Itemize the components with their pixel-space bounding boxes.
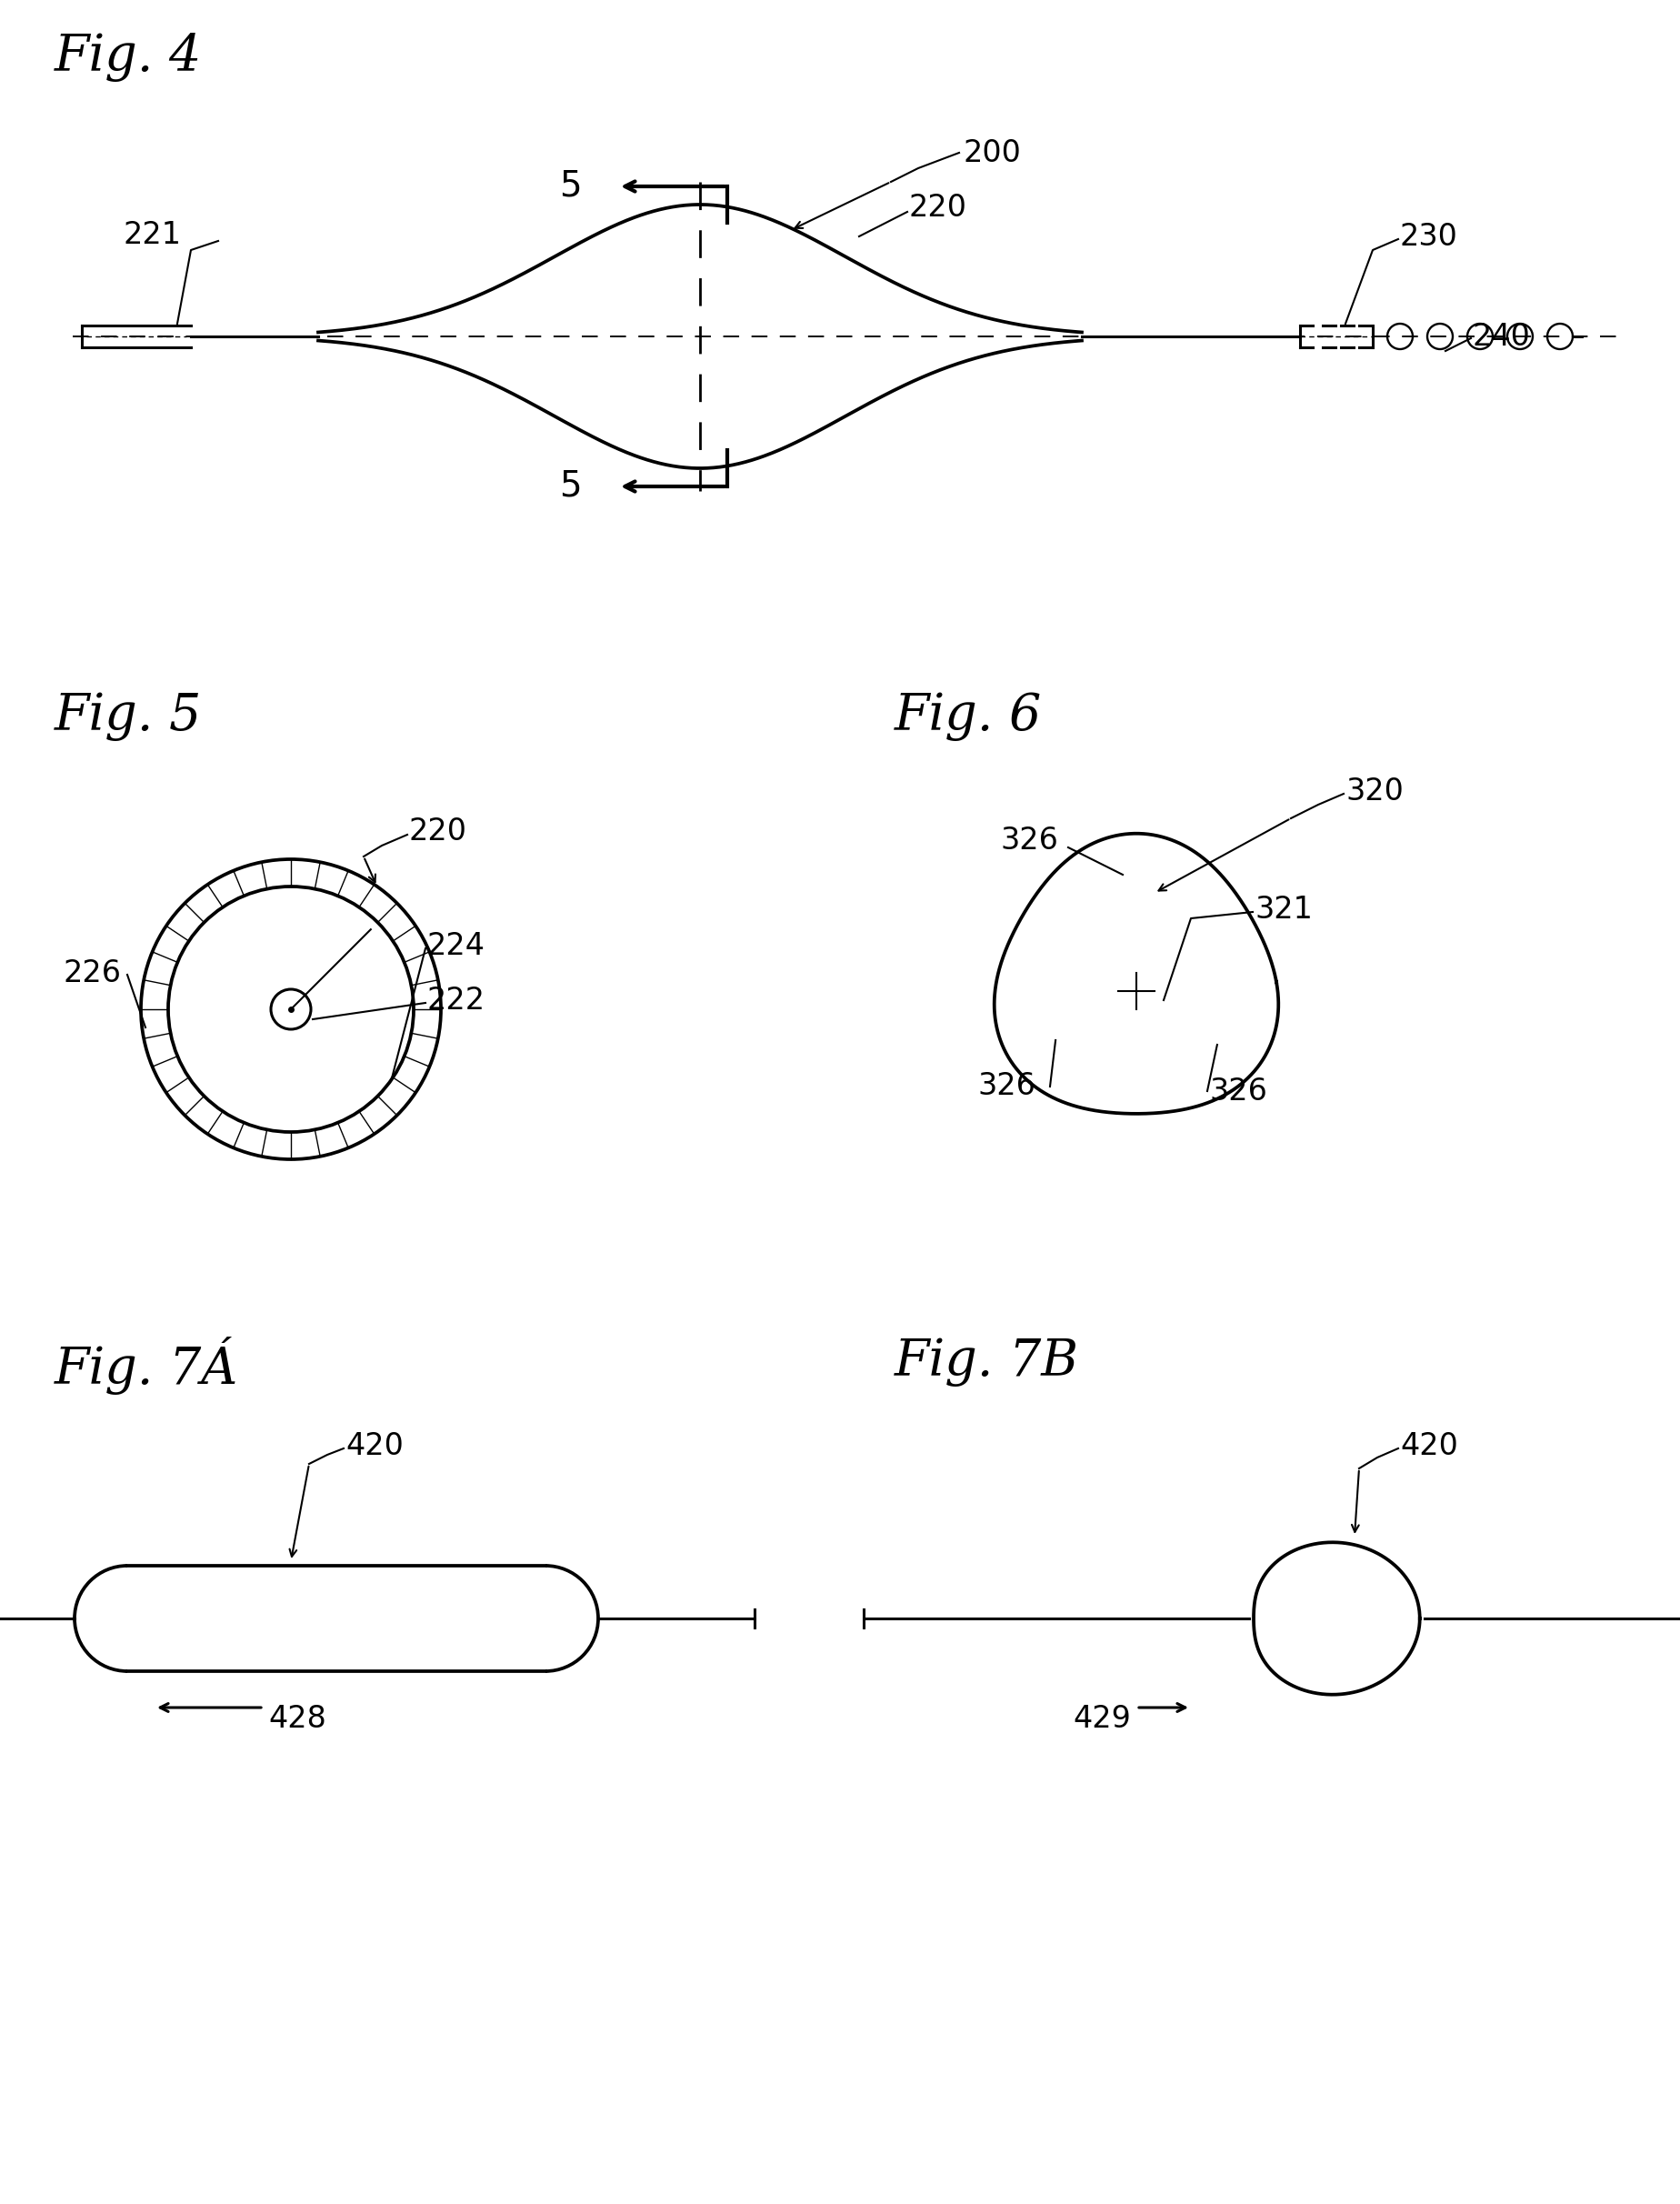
Text: Fig. 6: Fig. 6: [894, 692, 1042, 741]
Text: 420: 420: [1399, 1430, 1458, 1461]
Text: 220: 220: [909, 192, 968, 223]
Text: Fig. 5: Fig. 5: [54, 692, 202, 741]
Text: 321: 321: [1255, 895, 1312, 923]
Text: 5: 5: [559, 469, 581, 505]
Text: 428: 428: [269, 1704, 326, 1735]
Text: Fig. 7Á: Fig. 7Á: [54, 1336, 239, 1395]
Text: 326: 326: [1210, 1076, 1267, 1106]
Text: 200: 200: [964, 137, 1021, 168]
Text: 221: 221: [123, 220, 181, 249]
Text: 226: 226: [64, 959, 123, 987]
Text: 320: 320: [1346, 776, 1403, 807]
Text: 222: 222: [427, 985, 486, 1016]
Text: 420: 420: [346, 1430, 403, 1461]
Text: 326: 326: [1000, 826, 1058, 855]
Text: 429: 429: [1074, 1704, 1131, 1735]
Text: 230: 230: [1399, 220, 1458, 251]
Text: Fig. 4: Fig. 4: [54, 31, 202, 82]
Text: 326: 326: [978, 1071, 1035, 1102]
Text: 5: 5: [559, 170, 581, 203]
Text: 240: 240: [1473, 322, 1530, 350]
Text: Fig. 7B: Fig. 7B: [894, 1336, 1079, 1386]
Text: 220: 220: [410, 818, 467, 846]
Text: 224: 224: [427, 930, 486, 961]
